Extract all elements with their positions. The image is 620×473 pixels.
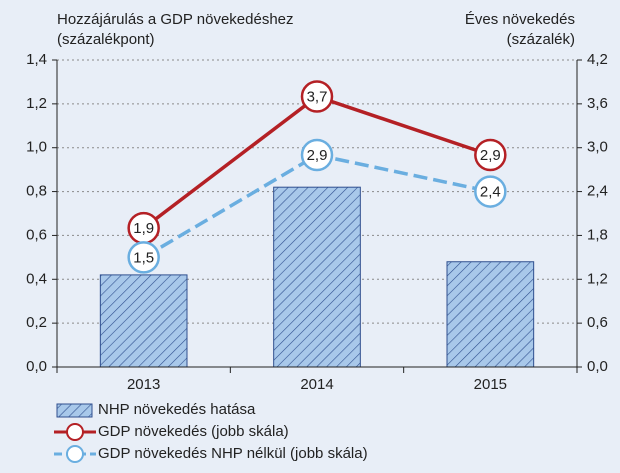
y-tick-label: 0,8 <box>26 183 47 200</box>
y-tick-label: 0,0 <box>26 358 47 375</box>
y2-tick-label: 1,8 <box>587 226 608 243</box>
x-tick-label: 2013 <box>127 376 160 393</box>
y-tick-label: 1,0 <box>26 139 47 156</box>
data-label: 2,9 <box>307 147 328 164</box>
y2-tick-label: 3,6 <box>587 95 608 112</box>
y2-axis-title: Éves növekedés <box>465 11 575 28</box>
y2-tick-label: 4,2 <box>587 51 608 68</box>
data-label: 1,9 <box>133 220 154 237</box>
marker <box>300 80 334 113</box>
legend-label: NHP növekedés hatása <box>98 401 256 418</box>
data-label: 2,9 <box>480 147 501 164</box>
bar <box>273 186 361 368</box>
bar <box>446 261 535 368</box>
y-tick-label: 1,2 <box>26 95 47 112</box>
y-tick-label: 0,2 <box>26 314 47 331</box>
bar <box>99 274 188 368</box>
marker <box>474 138 507 172</box>
y-axis-title: (százalékpont) <box>57 31 155 48</box>
y2-tick-label: 0,6 <box>587 314 608 331</box>
legend-swatch <box>66 445 84 463</box>
legend-swatch <box>66 423 84 441</box>
y-tick-label: 0,6 <box>26 226 47 243</box>
x-tick-label: 2014 <box>300 376 333 393</box>
y-axis-title: Hozzájárulás a GDP növekedéshez <box>57 11 294 28</box>
marker <box>474 175 507 208</box>
marker <box>127 241 160 274</box>
legend-swatch <box>56 403 93 418</box>
y-tick-label: 1,4 <box>26 51 47 68</box>
y2-tick-label: 3,0 <box>587 139 608 156</box>
y2-axis-title: (százalék) <box>507 31 575 48</box>
legend-label: GDP növekedés (jobb skála) <box>98 423 289 440</box>
marker <box>300 138 334 172</box>
data-label: 3,7 <box>307 89 328 106</box>
x-tick-label: 2015 <box>474 376 507 393</box>
y2-tick-label: 1,2 <box>587 270 608 287</box>
data-label: 2,4 <box>480 184 501 201</box>
y-tick-label: 0,4 <box>26 270 47 287</box>
legend-label: GDP növekedés NHP nélkül (jobb skála) <box>98 445 368 462</box>
y2-tick-label: 2,4 <box>587 183 608 200</box>
data-label: 1,5 <box>133 249 154 266</box>
y2-tick-label: 0,0 <box>587 358 608 375</box>
